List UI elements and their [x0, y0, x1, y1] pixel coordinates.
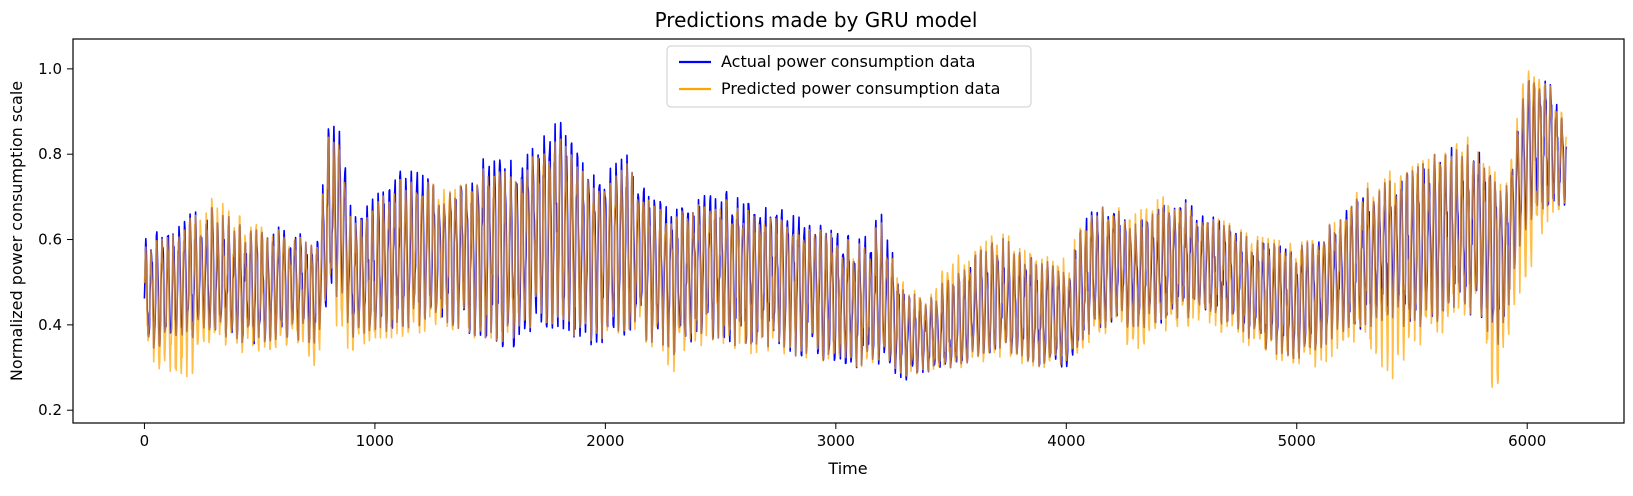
x-tick-label: 3000	[817, 432, 855, 450]
y-tick-label: 1.0	[38, 60, 62, 78]
y-tick-label: 0.2	[38, 401, 62, 419]
series-layer	[143, 70, 1568, 388]
x-tick-label: 1000	[356, 432, 394, 450]
x-tick-label: 5000	[1278, 432, 1316, 450]
y-axis-label: Normalized power consumption scale	[7, 81, 26, 381]
x-tick-label: 2000	[586, 432, 624, 450]
legend-box	[666, 45, 1032, 108]
plot-frame	[72, 38, 1625, 424]
x-axis: 0 1000 2000 3000 4000 5000 6000	[140, 423, 1546, 450]
legend-label-predicted: Predicted power consumption data	[721, 79, 1000, 98]
series-line-predicted	[143, 70, 1568, 388]
y-tick-label: 0.8	[38, 145, 62, 163]
legend: Actual power consumption data Predicted …	[666, 45, 1032, 108]
plot-area	[143, 70, 1568, 388]
x-tick-label: 4000	[1047, 432, 1085, 450]
x-axis-label: Time	[827, 459, 867, 478]
x-tick-label: 6000	[1508, 432, 1546, 450]
y-tick-label: 0.4	[38, 316, 62, 334]
chart-title: Predictions made by GRU model	[655, 8, 978, 32]
y-axis: 0.2 0.4 0.6 0.8 1.0	[38, 60, 73, 419]
y-tick-label: 0.6	[38, 231, 62, 249]
x-tick-label: 0	[140, 432, 150, 450]
legend-label-actual: Actual power consumption data	[721, 52, 975, 71]
